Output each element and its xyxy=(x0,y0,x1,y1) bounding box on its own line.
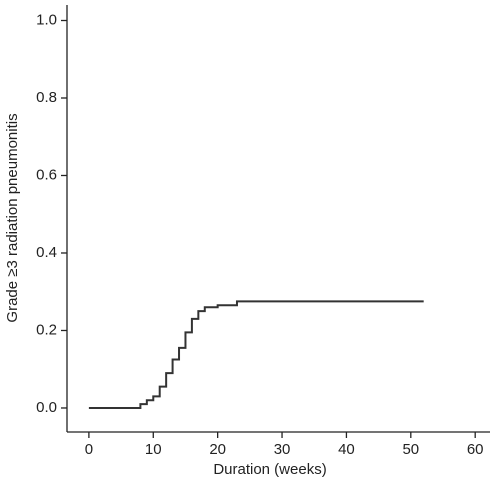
y-tick-label: 0.6 xyxy=(36,166,57,183)
x-tick-label: 20 xyxy=(209,441,226,458)
x-tick-label: 10 xyxy=(145,441,162,458)
x-tick-label: 60 xyxy=(467,441,484,458)
x-tick-label: 30 xyxy=(274,441,291,458)
y-axis-label: Grade ≥3 radiation pneumonitis xyxy=(4,113,21,322)
y-tick-label: 0.8 xyxy=(36,89,57,106)
y-tick-label: 1.0 xyxy=(36,11,57,28)
y-tick-label: 0.2 xyxy=(36,321,57,338)
x-tick-label: 50 xyxy=(402,441,419,458)
x-tick-label: 40 xyxy=(338,441,355,458)
step-line xyxy=(88,300,424,409)
x-axis-label: Duration (weeks) xyxy=(213,461,326,478)
x-tick-label: 0 xyxy=(85,441,93,458)
y-tick-label: 0.4 xyxy=(36,244,57,261)
y-tick-label: 0.0 xyxy=(36,399,57,416)
